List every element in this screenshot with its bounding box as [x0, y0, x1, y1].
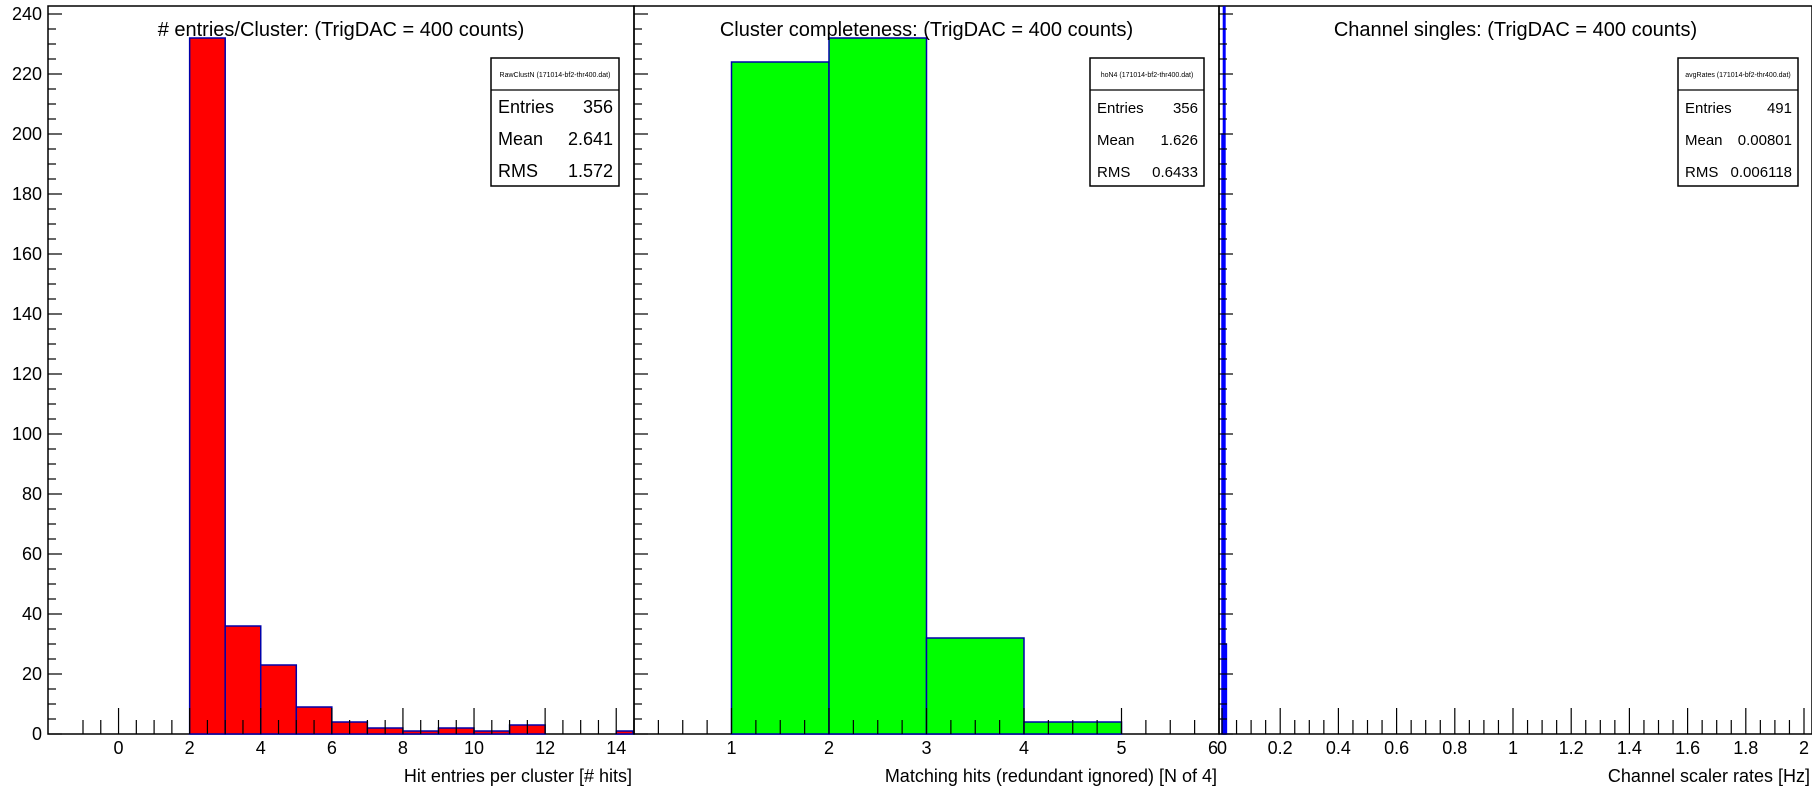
histogram-bar: [730, 61, 830, 735]
x-tick-label: 6: [327, 738, 337, 758]
plot-frame: [1218, 5, 1812, 735]
y-tick-label: 20: [22, 664, 42, 684]
stats-label: Mean: [1685, 132, 1723, 149]
chart-title: Channel singles: (TrigDAC = 400 counts): [1334, 19, 1697, 41]
stats-histogram-name: RawClustN (171014-bf2-thr400.dat): [500, 72, 611, 79]
x-tick-label: 3: [921, 738, 931, 758]
y-tick-label: 220: [12, 64, 42, 84]
x-tick-label: 0: [1217, 738, 1227, 758]
stats-value: 491: [1767, 100, 1792, 117]
y-tick-label: 60: [22, 544, 42, 564]
stats-label: Entries: [1685, 100, 1732, 117]
histogram-panel-3: 0 0.2 0.4 0.6 0.8 1 1.2 1.4 1.6 1.8 2 Channel singl…: [1217, 5, 1812, 786]
chart-title: # entries/Cluster: (TrigDAC = 400 counts…: [158, 19, 525, 41]
stats-value: 0.6433: [1152, 164, 1198, 181]
x-tick-label: 8: [398, 738, 408, 758]
stats-box: RawClustN (171014-bf2-thr400.dat) Entries…: [490, 57, 620, 187]
x-tick-label: 0.6: [1384, 738, 1409, 758]
x-tick-label: 1.6: [1675, 738, 1700, 758]
chart-title: Cluster completeness: (TrigDAC = 400 cou…: [720, 19, 1133, 41]
stats-label: Entries: [1097, 100, 1144, 117]
histogram-bar: [828, 37, 928, 735]
y-tick-label: 160: [12, 244, 42, 264]
histogram-panel-2: 1 2 3 4 5 6 Cluster completeness: (TrigDAC = 4…: [633, 5, 1220, 786]
stats-value: 0.00801: [1738, 132, 1792, 149]
stats-box-frame: [490, 57, 620, 187]
stats-label: RMS: [1685, 164, 1718, 181]
histogram-bar: [1222, 6, 1226, 735]
y-tick-label: 0: [32, 724, 42, 744]
x-tick-label: 2: [1799, 738, 1809, 758]
x-tick-label: 0.4: [1326, 738, 1351, 758]
stats-value: 356: [1173, 100, 1198, 117]
y-tick-label: 200: [12, 124, 42, 144]
histogram-bar: [188, 37, 226, 735]
stats-label: Mean: [1097, 132, 1135, 149]
y-tick-label: 120: [12, 364, 42, 384]
x-tick-label: 0: [114, 738, 124, 758]
x-tick-label: 2: [824, 738, 834, 758]
stats-box-frame: [1089, 57, 1205, 187]
histogram-bar: [615, 730, 634, 735]
stats-box: hoN4 (171014-bf2-thr400.dat) Entries 356 Me…: [1089, 57, 1205, 187]
stats-label: Entries: [498, 97, 554, 117]
x-tick-label: 12: [535, 738, 555, 758]
stats-value: 0.006118: [1731, 164, 1792, 181]
stats-label: RMS: [498, 161, 538, 181]
stats-label: Mean: [498, 129, 543, 149]
stats-value: 1.572: [568, 161, 613, 181]
y-tick-label: 140: [12, 304, 42, 324]
x-tick-label: 1: [726, 738, 736, 758]
x-tick-label: 1: [1508, 738, 1518, 758]
x-tick-label: 4: [256, 738, 266, 758]
x-tick-label: 1.8: [1733, 738, 1758, 758]
stats-box-frame: [1677, 57, 1799, 187]
x-tick-label: 0.2: [1268, 738, 1293, 758]
stats-value: 1.626: [1160, 132, 1198, 149]
x-tick-label: 6: [1208, 738, 1218, 758]
x-tick-label: 2: [185, 738, 195, 758]
y-tick-label: 80: [22, 484, 42, 504]
x-tick-label: 5: [1116, 738, 1126, 758]
x-tick-label: 1.2: [1559, 738, 1584, 758]
stats-value: 2.641: [568, 129, 613, 149]
x-axis-label: Hit entries per cluster [# hits]: [404, 766, 632, 786]
stats-box: avgRates (171014-bf2-thr400.dat) Entries 4…: [1677, 57, 1799, 187]
histogram-bar: [224, 625, 262, 735]
x-tick-label: 1.4: [1617, 738, 1642, 758]
stats-label: RMS: [1097, 164, 1130, 181]
y-tick-label: 180: [12, 184, 42, 204]
x-axis-label: Matching hits (redundant ignored) [N of …: [885, 766, 1217, 786]
x-axis-label: Channel scaler rates [Hz]: [1608, 766, 1810, 786]
y-tick-label: 40: [22, 604, 42, 624]
x-tick-label: 10: [464, 738, 484, 758]
histogram-panel-1: 0 2 4 6 8 10 12 1402040608010012014016018020022…: [12, 4, 635, 786]
x-tick-label: 4: [1019, 738, 1029, 758]
y-tick-label: 240: [12, 4, 42, 24]
stats-histogram-name: avgRates (171014-bf2-thr400.dat): [1685, 72, 1790, 79]
stats-value: 356: [583, 97, 613, 117]
stats-histogram-name: hoN4 (171014-bf2-thr400.dat): [1101, 72, 1194, 79]
x-tick-label: 0.8: [1442, 738, 1467, 758]
x-tick-label: 14: [606, 738, 626, 758]
histogram-bar: [925, 637, 1025, 735]
y-tick-label: 100: [12, 424, 42, 444]
